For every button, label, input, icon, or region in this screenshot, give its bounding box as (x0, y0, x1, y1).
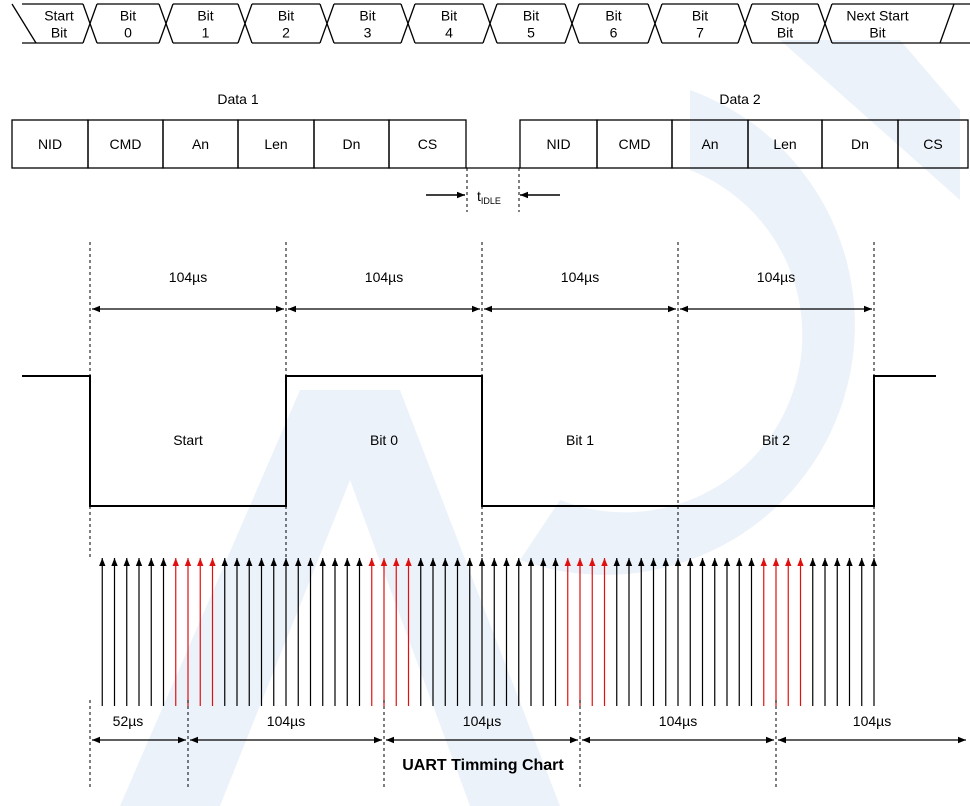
frame-crossing (400, 3, 416, 44)
bit-period-label: 104µs (757, 269, 795, 285)
frame-cell-label: Bit 4 (441, 8, 457, 41)
frame-crossing (319, 3, 335, 44)
frame-crossing (158, 3, 174, 44)
frame-cell-label: Bit 5 (523, 8, 539, 41)
packet-field-label: Len (773, 136, 796, 152)
data1-label: Data 1 (217, 91, 258, 107)
frame-cell-label: Bit 1 (197, 8, 213, 41)
sampling-section: 52µs 104µs 104µs 104µs 104µs (89, 558, 966, 790)
sample-offset-label: 52µs (113, 713, 144, 729)
packet-field-label: An (192, 136, 209, 152)
bit-label: Bit 2 (762, 432, 790, 448)
packet-field-label: Dn (851, 136, 869, 152)
packet-field-label: CS (418, 136, 437, 152)
bit-period-label: 104µs (365, 269, 403, 285)
frame-start-edge (11, 3, 37, 44)
sample-offset-label: 104µs (853, 713, 891, 729)
frame-crossing (737, 3, 753, 44)
bit-label: Start (173, 432, 203, 448)
frame-cell-label: Bit 7 (692, 8, 708, 41)
packet-field-box (897, 119, 969, 169)
idle-label-sub: IDLE (481, 196, 501, 206)
packet-field-label: An (701, 136, 718, 152)
packet-field-label: Len (264, 136, 287, 152)
sample-offset-label: 104µs (463, 713, 501, 729)
packet-field-label: Dn (343, 136, 361, 152)
frame-end-edge (939, 3, 955, 44)
bit-label: Bit 1 (566, 432, 594, 448)
packet-field-box (388, 119, 467, 169)
frame-cell-label: Bit 6 (605, 8, 621, 41)
frame-crossing (817, 3, 833, 44)
data2-label: Data 2 (719, 91, 760, 107)
watermark (120, 40, 960, 806)
chart-title: UART Timming Chart (402, 757, 564, 774)
idle-label: tIDLE (477, 188, 501, 206)
idle-label-t: t (477, 188, 481, 204)
bit-period-label: 104µs (561, 269, 599, 285)
bit-label: Bit 0 (370, 432, 398, 448)
frame-crossing (647, 3, 663, 44)
bit-timing-section: 104µs 104µs 104µs 104µs Start Bit 0 Bit 1 Bit 2 (22, 242, 936, 560)
frame-cell-label: Bit 2 (278, 8, 294, 41)
frame-crossing (237, 3, 253, 44)
frame-crossing (564, 3, 580, 44)
frame-crossing (482, 3, 498, 44)
packet-field-label: NID (38, 136, 62, 152)
frame-cell-label: Bit 3 (359, 8, 375, 41)
frame-cell-label: Stop Bit (771, 8, 800, 41)
frame-cell-label: Bit 0 (120, 8, 136, 41)
uart-waveform (22, 375, 936, 507)
sample-offset-label: 104µs (659, 713, 697, 729)
packet-field-label: CS (923, 136, 942, 152)
frame-crossing (82, 3, 98, 44)
packet-field-label: CMD (110, 136, 142, 152)
packet-field-label: NID (546, 136, 570, 152)
frame-cell-label: Next Start Bit (846, 8, 908, 41)
serial-frame-row: Start Bit Bit 0 Bit 1 Bit 2 Bit 3 Bit 4 Bit 5 Bit 6 Bit 7… (11, 3, 970, 44)
bit-period-label: 104µs (169, 269, 207, 285)
packet-row: NID CMD An Len Dn CS NID CMD An Len Dn CS (11, 119, 969, 169)
packet-field-label: CMD (619, 136, 651, 152)
frame-cell-label: Start Bit (44, 8, 74, 41)
sample-offset-label: 104µs (267, 713, 305, 729)
idle-gap-indicator: tIDLE (426, 168, 560, 212)
